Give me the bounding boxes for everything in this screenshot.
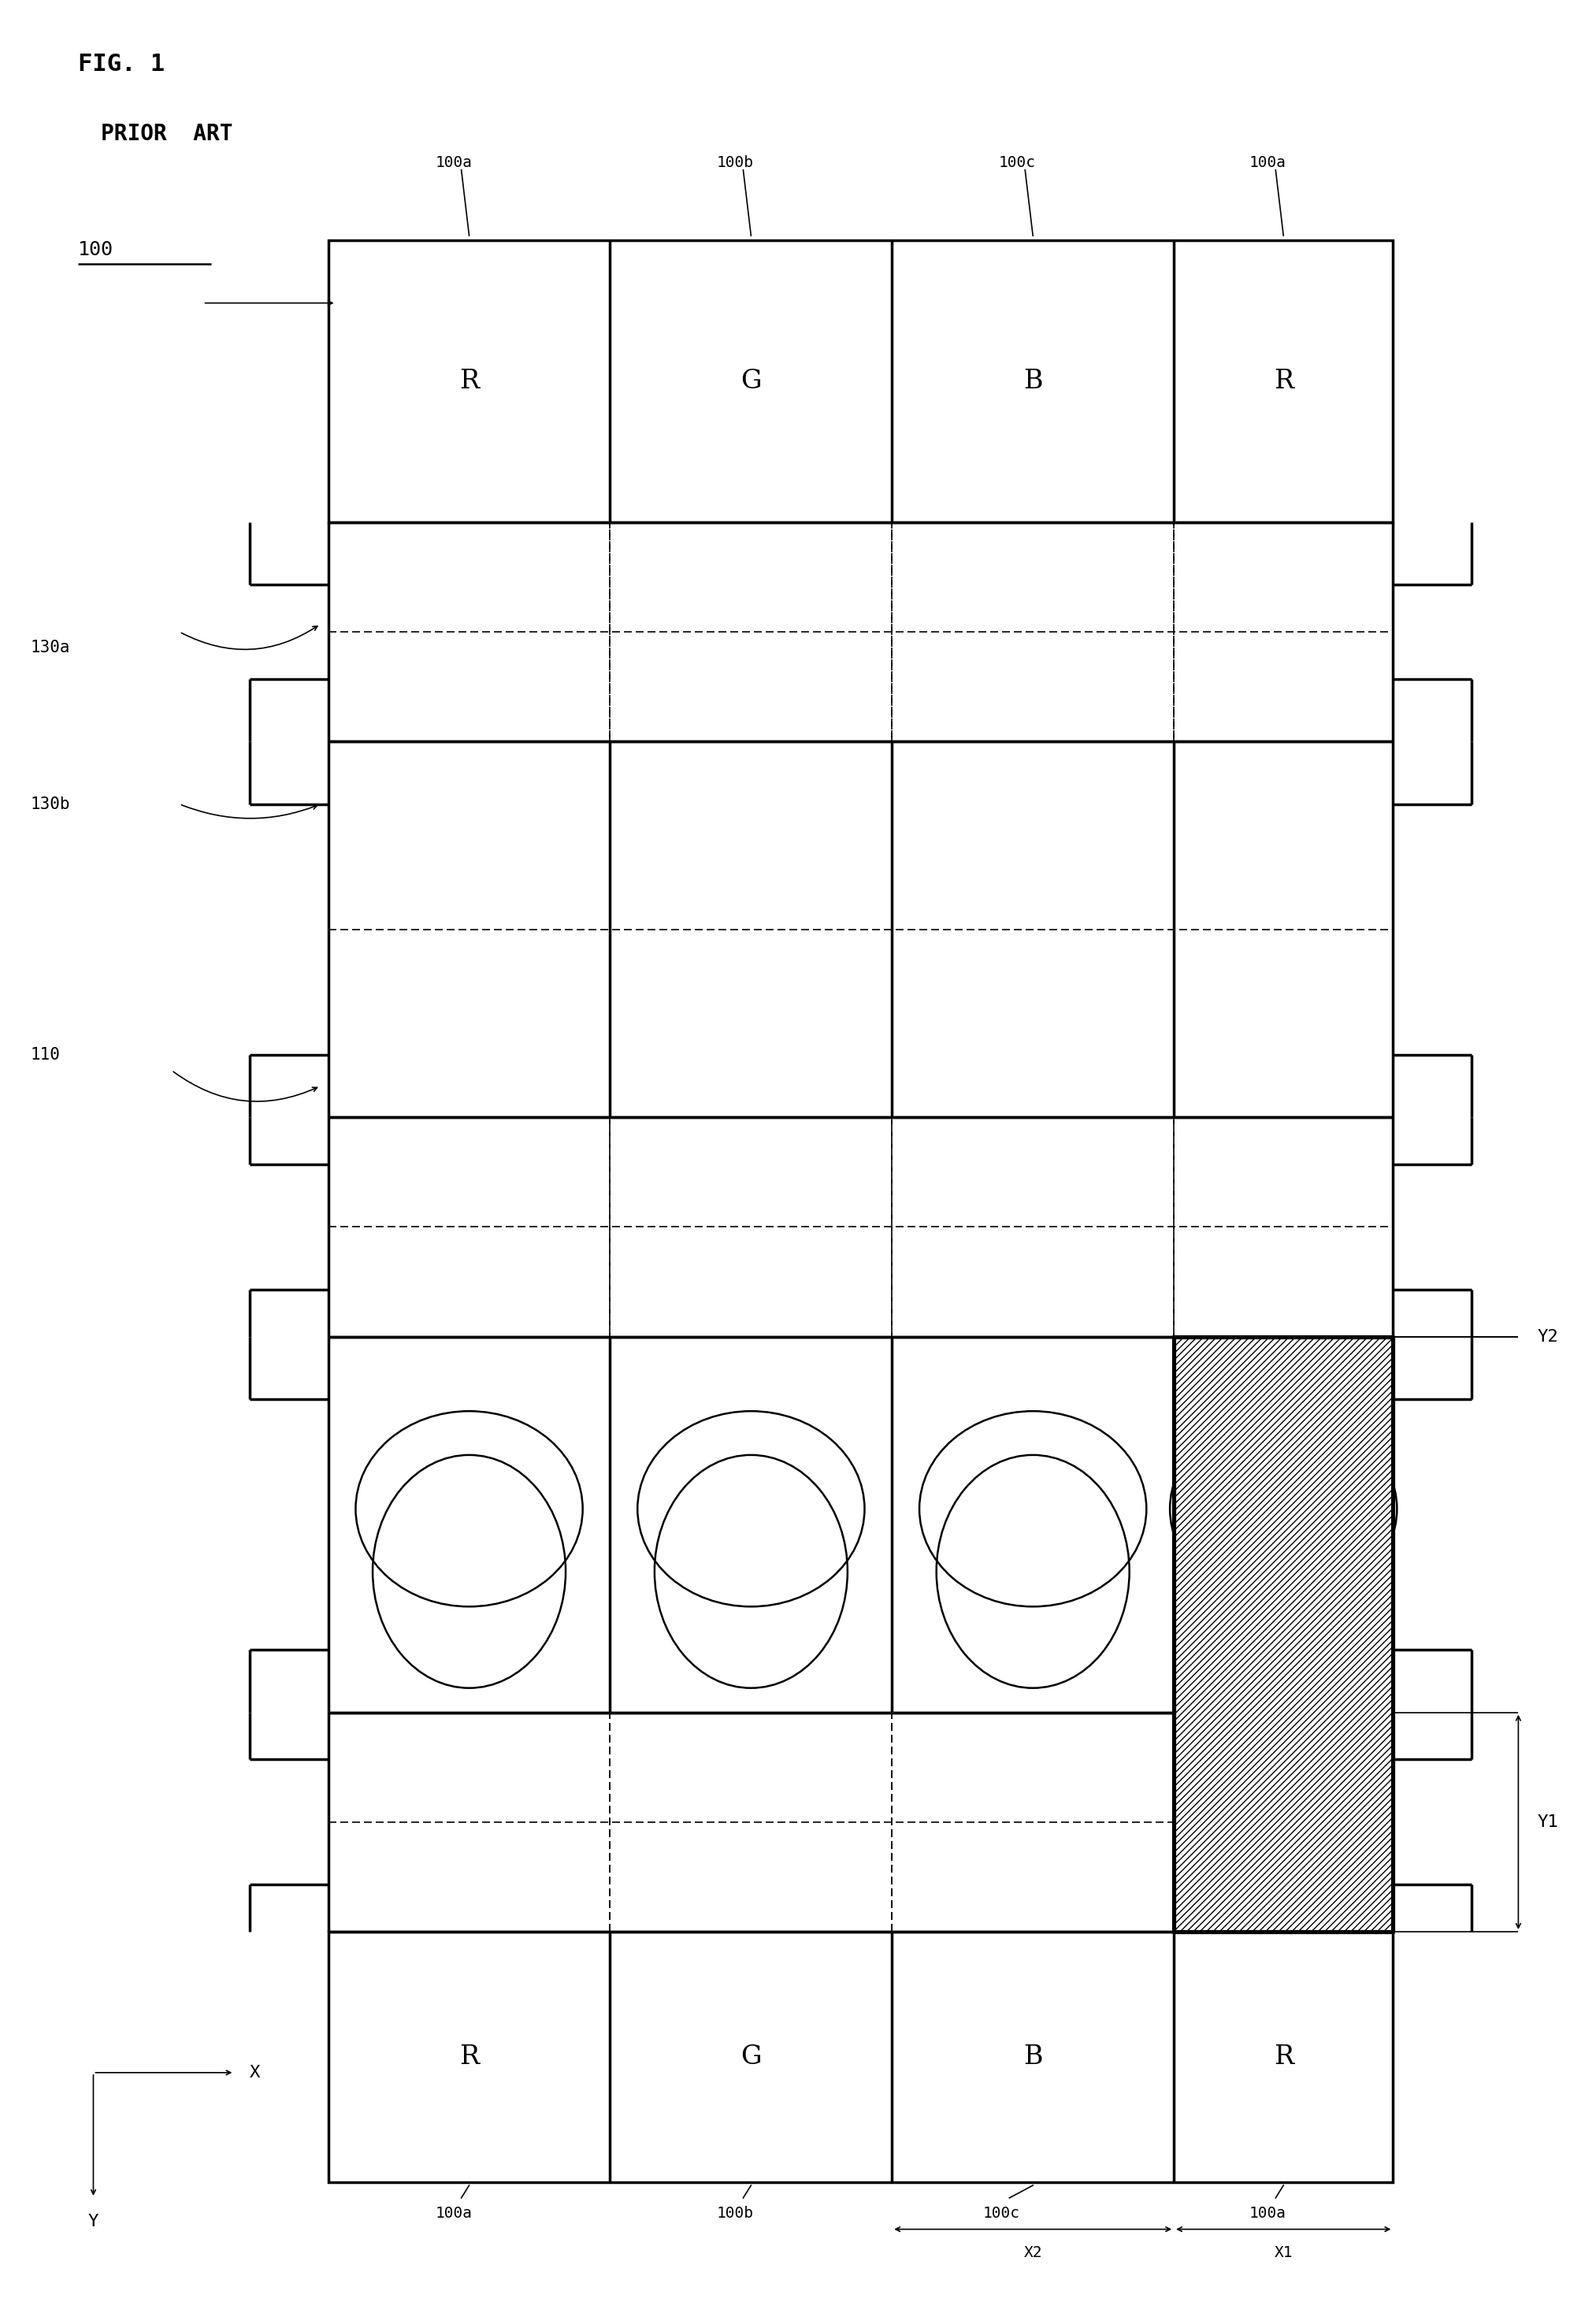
Text: R: R: [1274, 2045, 1293, 2070]
Text: 100c: 100c: [983, 2207, 1020, 2220]
Text: G: G: [741, 2045, 761, 2070]
Text: X1: X1: [1274, 2246, 1293, 2260]
Text: G: G: [741, 368, 761, 393]
Text: 100b: 100b: [717, 155, 753, 169]
Text: R: R: [460, 2045, 479, 2070]
Bar: [1173, 1337, 1393, 1931]
Text: FIG. 1: FIG. 1: [78, 53, 164, 76]
Text: 110: 110: [30, 1048, 61, 1062]
Text: X: X: [251, 2066, 260, 2079]
Text: 100a: 100a: [436, 2207, 472, 2220]
Text: 100a: 100a: [1250, 155, 1286, 169]
Text: 100c: 100c: [999, 155, 1036, 169]
Text: 130a: 130a: [30, 641, 70, 655]
Bar: [329, 241, 1393, 523]
Text: R: R: [460, 368, 479, 393]
Text: 120: 120: [1245, 1531, 1274, 1547]
Text: Y: Y: [88, 2214, 99, 2230]
Text: B: B: [1023, 368, 1042, 393]
Text: 100a: 100a: [436, 155, 472, 169]
Text: 130b: 130b: [30, 796, 70, 812]
Text: X2: X2: [1023, 2246, 1042, 2260]
Text: 100a: 100a: [1250, 2207, 1286, 2220]
Text: 100: 100: [78, 241, 113, 259]
Bar: [329, 1931, 1393, 2181]
Text: Y2: Y2: [1537, 1328, 1558, 1344]
Text: R: R: [1274, 368, 1293, 393]
Text: PRIOR  ART: PRIOR ART: [101, 123, 233, 146]
Text: 100b: 100b: [717, 2207, 753, 2220]
Text: B: B: [1023, 2045, 1042, 2070]
Text: Y1: Y1: [1537, 1813, 1558, 1830]
